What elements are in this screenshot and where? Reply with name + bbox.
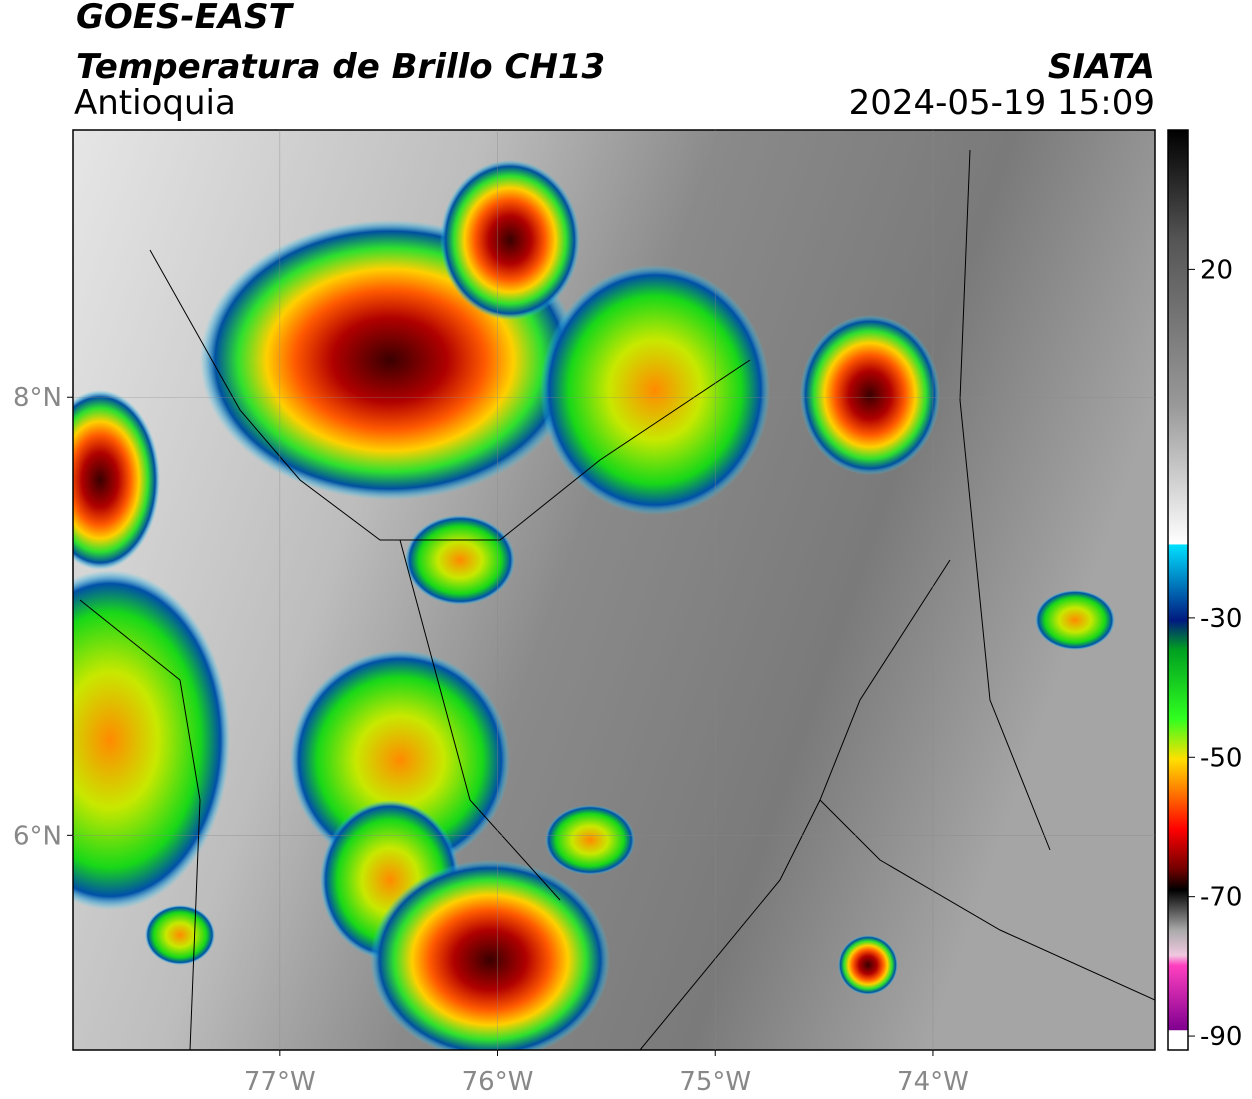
map-frame — [72, 129, 1156, 1051]
lon-tick-label: 77°W — [244, 1067, 316, 1097]
colorbar-tick-label: -50 — [1200, 743, 1242, 773]
subtitle: Temperatura de Brillo CH13 — [76, 47, 605, 87]
colorbar-tick-label: 20 — [1200, 255, 1233, 285]
lat-tick-label: 6°N — [13, 821, 62, 851]
colorbar-tick-label: -70 — [1200, 883, 1242, 913]
title: GOES-EAST — [76, 0, 295, 37]
lon-tick-label: 75°W — [679, 1067, 751, 1097]
region: Antioquia — [74, 83, 236, 123]
datetime: 2024-05-19 15:09 — [849, 83, 1155, 123]
colorbar-tick-label: -30 — [1200, 604, 1242, 634]
lon-tick-label: 76°W — [462, 1067, 534, 1097]
source: SIATA — [1048, 47, 1155, 87]
satellite-image — [73, 130, 1155, 1050]
colorbar — [1167, 129, 1189, 1051]
lat-tick-label: 8°N — [13, 383, 62, 413]
colorbar-tick-label: -90 — [1200, 1022, 1242, 1052]
lon-tick-label: 74°W — [897, 1067, 969, 1097]
